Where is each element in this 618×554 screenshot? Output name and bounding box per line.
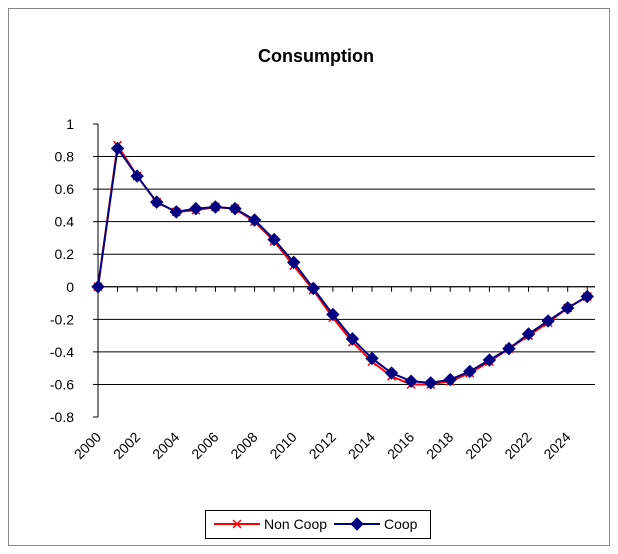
data-point	[404, 374, 418, 388]
data-point	[463, 364, 477, 379]
data-point	[521, 327, 536, 341]
y-tick-label: 1	[66, 116, 74, 132]
chart-title: Consumption	[258, 46, 374, 66]
data-point	[560, 301, 575, 315]
y-tick-label: 0.2	[55, 246, 75, 262]
data-point	[502, 341, 516, 356]
data-point	[130, 169, 144, 183]
y-tick-label: 0.4	[55, 214, 75, 230]
data-point	[580, 289, 594, 304]
legend-label: Coop	[384, 516, 418, 532]
data-point	[286, 255, 301, 270]
y-tick-label: -0.2	[50, 311, 74, 327]
y-tick-label: -0.8	[50, 409, 74, 425]
data-point	[208, 200, 223, 214]
data-point	[228, 201, 242, 216]
data-point	[443, 372, 457, 387]
data-point	[247, 213, 262, 227]
data-point	[189, 201, 203, 216]
y-tick-label: 0	[66, 279, 74, 295]
chart-frame	[8, 8, 610, 546]
data-point	[345, 332, 360, 346]
data-point	[423, 376, 438, 390]
data-point	[326, 307, 340, 322]
legend-marker	[350, 517, 364, 531]
y-tick-label: -0.4	[50, 344, 74, 360]
y-tick-label: -0.6	[50, 376, 74, 392]
data-point	[91, 280, 105, 294]
data-point	[150, 195, 164, 209]
data-point	[482, 353, 497, 367]
data-point	[365, 351, 379, 366]
y-tick-label: 0.8	[55, 149, 75, 165]
data-point	[267, 232, 281, 247]
data-point	[169, 205, 183, 219]
data-point	[110, 141, 125, 156]
y-tick-label: 0.6	[55, 181, 75, 197]
data-point	[384, 366, 399, 380]
data-point	[306, 281, 320, 296]
data-point	[541, 314, 555, 328]
legend-marker	[232, 519, 242, 529]
legend-label: Non Coop	[264, 516, 327, 532]
